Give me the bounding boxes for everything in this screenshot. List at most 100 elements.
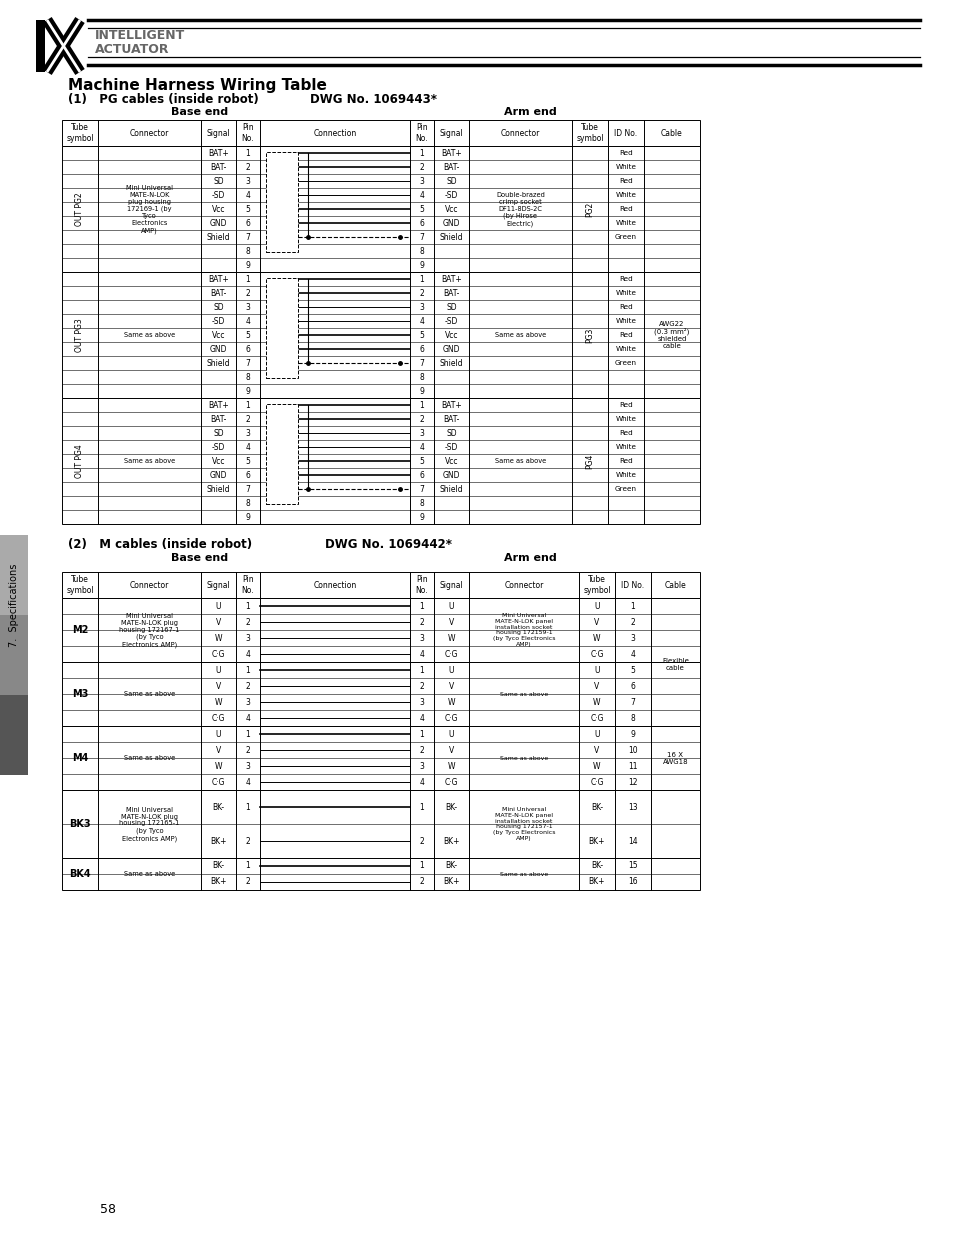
Text: GND: GND [442, 219, 459, 227]
Text: Shield: Shield [207, 358, 230, 368]
Text: Signal: Signal [439, 580, 463, 589]
Bar [266, 404, 297, 504]
Text: BAT-: BAT- [210, 289, 227, 298]
Text: Same as above: Same as above [495, 332, 545, 338]
Text: Connector: Connector [504, 580, 543, 589]
Text: 11: 11 [628, 762, 638, 771]
Text: 4: 4 [419, 442, 424, 452]
Text: 9: 9 [419, 513, 424, 521]
Text: BAT-: BAT- [443, 163, 459, 172]
Text: Mini Universal
MATE-N-LOK panel
installation socket
housing 172159-1
(by Tyco El: Mini Universal MATE-N-LOK panel installa… [493, 613, 555, 647]
Text: Cable: Cable [664, 580, 685, 589]
Text: 9: 9 [245, 513, 251, 521]
Text: Same as above: Same as above [499, 872, 548, 877]
Text: U: U [448, 666, 454, 674]
Text: Connector: Connector [130, 128, 169, 137]
Text: 16: 16 [627, 878, 638, 887]
Text: Pin
No.: Pin No. [241, 124, 254, 143]
Text: Signal: Signal [207, 128, 230, 137]
Text: BK-: BK- [213, 803, 224, 811]
Text: C·G: C·G [590, 650, 603, 658]
Text: BK+: BK+ [443, 878, 459, 887]
Text: Connection: Connection [313, 580, 356, 589]
Text: 3: 3 [245, 762, 251, 771]
Text: White: White [615, 220, 636, 226]
Text: -SD: -SD [212, 190, 225, 200]
Text: 15: 15 [627, 862, 638, 871]
Text: OUT PG3: OUT PG3 [75, 319, 85, 352]
Text: 4: 4 [245, 442, 251, 452]
Text: U: U [215, 601, 221, 610]
Text: U: U [594, 601, 599, 610]
Text: Red: Red [618, 149, 632, 156]
Text: W: W [593, 634, 600, 642]
Bar [0, 695, 28, 776]
Bar [266, 278, 297, 378]
Text: 7: 7 [245, 358, 251, 368]
Text: BAT+: BAT+ [440, 274, 461, 284]
Text: C·G: C·G [212, 650, 225, 658]
Text: M3: M3 [71, 689, 88, 699]
Text: GND: GND [442, 471, 459, 479]
Text: 8: 8 [245, 499, 250, 508]
Text: 4: 4 [419, 190, 424, 200]
Text: Same as above: Same as above [499, 756, 548, 761]
Text: C·G: C·G [444, 714, 457, 722]
Text: -SD: -SD [212, 316, 225, 326]
Text: BK-: BK- [445, 862, 457, 871]
Text: Signal: Signal [439, 128, 463, 137]
Text: 2: 2 [245, 163, 250, 172]
Text: BK4: BK4 [70, 869, 91, 879]
Text: 4: 4 [245, 714, 251, 722]
Text: Shield: Shield [439, 358, 463, 368]
Text: 6: 6 [419, 219, 424, 227]
Bar [62, 598, 700, 662]
Text: 6: 6 [630, 682, 635, 690]
Text: V: V [215, 682, 221, 690]
Text: 1: 1 [419, 400, 424, 410]
Text: Connection: Connection [313, 128, 356, 137]
Text: BK+: BK+ [443, 836, 459, 846]
Text: BAT-: BAT- [210, 163, 227, 172]
Text: 5: 5 [245, 331, 251, 340]
Text: 2: 2 [245, 878, 250, 887]
Text: PG4: PG4 [585, 453, 594, 469]
Text: White: White [615, 191, 636, 198]
Text: Green: Green [615, 359, 637, 366]
Text: 10: 10 [627, 746, 638, 755]
Text: V: V [449, 746, 454, 755]
Text: 1: 1 [245, 730, 250, 739]
Text: U: U [594, 730, 599, 739]
Text: 3: 3 [419, 698, 424, 706]
Text: Red: Red [618, 458, 632, 464]
Text: 5: 5 [245, 457, 251, 466]
Text: PG3: PG3 [585, 327, 594, 342]
Text: 2: 2 [630, 618, 635, 626]
Text: Mini Universal
MATE-N-LOK panel
installation socket
housing 172157-1
(by Tyco El: Mini Universal MATE-N-LOK panel installa… [493, 806, 555, 841]
Text: GND: GND [210, 219, 227, 227]
Text: Arm end: Arm end [503, 107, 556, 117]
Bar [266, 152, 297, 252]
Text: Machine Harness Wiring Table: Machine Harness Wiring Table [68, 78, 327, 93]
Text: 3: 3 [245, 429, 251, 437]
Text: Vcc: Vcc [212, 457, 225, 466]
Text: C·G: C·G [444, 650, 457, 658]
Text: 2: 2 [419, 746, 424, 755]
Text: Green: Green [615, 487, 637, 492]
Text: 6: 6 [245, 219, 251, 227]
Bar [36, 20, 45, 72]
Text: White: White [615, 290, 636, 296]
Text: BK-: BK- [590, 862, 602, 871]
Text: ACTUATOR: ACTUATOR [95, 42, 170, 56]
Text: SD: SD [446, 429, 456, 437]
Text: Tube
symbol: Tube symbol [66, 124, 93, 143]
Text: 13: 13 [627, 803, 638, 811]
Text: 3: 3 [419, 762, 424, 771]
Bar [62, 726, 700, 790]
Text: BAT+: BAT+ [440, 148, 461, 158]
Text: Same as above: Same as above [124, 755, 175, 761]
Text: 4: 4 [419, 714, 424, 722]
Text: 8: 8 [630, 714, 635, 722]
Text: U: U [215, 666, 221, 674]
Text: 2: 2 [419, 415, 424, 424]
